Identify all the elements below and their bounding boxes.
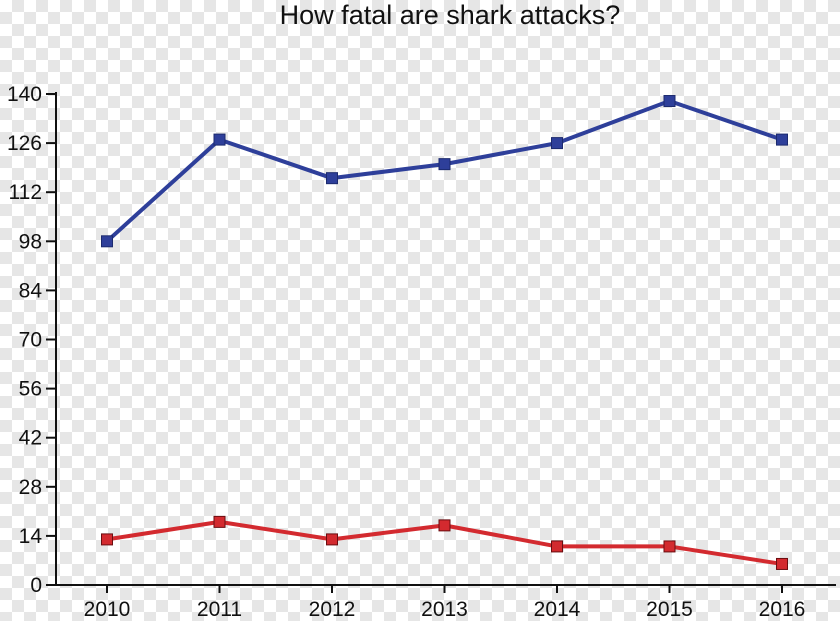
x-tick-label: 2010 xyxy=(84,598,131,621)
series-1 xyxy=(101,515,788,570)
x-tick-label: 2011 xyxy=(197,598,242,621)
y-tick-label: 70 xyxy=(19,329,42,352)
data-point xyxy=(663,540,676,553)
y-tick-label: 112 xyxy=(9,181,42,204)
y-tick-label: 14 xyxy=(19,525,43,548)
data-point xyxy=(776,133,788,146)
data-point xyxy=(438,158,451,171)
x-tick-label: 2013 xyxy=(421,598,468,621)
data-point xyxy=(326,172,338,185)
data-point xyxy=(776,557,788,570)
chart-title: How fatal are shark attacks? xyxy=(280,0,621,30)
x-tick-label: 2016 xyxy=(759,598,806,621)
data-point xyxy=(101,235,113,248)
data-point xyxy=(213,515,226,528)
y-tick-label: 56 xyxy=(19,378,42,401)
data-point xyxy=(551,540,563,553)
data-point xyxy=(326,533,338,546)
series-0 xyxy=(101,95,788,248)
data-point xyxy=(551,137,563,150)
y-tick-label: 126 xyxy=(7,132,42,155)
x-tick-label: 2014 xyxy=(534,598,581,621)
x-axis-ticks: 2010 2011 2012 2013 2014 2015 2016 xyxy=(84,585,806,621)
y-axis-ticks: 0 14 28 42 56 70 84 98 112 126 140 xyxy=(7,83,56,597)
data-point xyxy=(438,519,451,532)
y-tick-label: 28 xyxy=(19,476,42,499)
x-tick-label: 2012 xyxy=(309,598,356,621)
y-tick-label: 42 xyxy=(19,427,42,450)
y-tick-label: 0 xyxy=(30,574,42,597)
data-point xyxy=(663,95,676,108)
series-group xyxy=(101,95,788,570)
y-tick-label: 84 xyxy=(19,279,43,302)
x-tick-label: 2015 xyxy=(646,598,693,621)
series-line xyxy=(105,99,783,243)
data-point xyxy=(101,533,113,546)
data-point xyxy=(213,133,226,146)
y-tick-label: 140 xyxy=(7,83,42,106)
y-tick-label: 98 xyxy=(19,230,42,253)
